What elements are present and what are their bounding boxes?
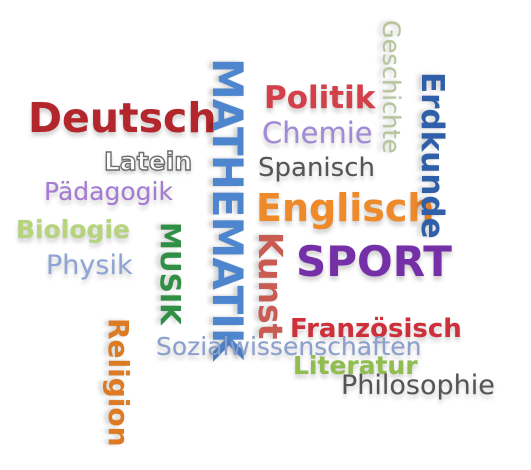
word-biologie: Biologie bbox=[16, 215, 130, 244]
word-religion: Religion bbox=[102, 318, 135, 447]
word-chemie: Chemie bbox=[262, 116, 373, 150]
word-literatur: Literatur bbox=[293, 351, 418, 380]
word-sozialwissenschaften: Sozialwissenschaften bbox=[156, 332, 422, 361]
word-latein: Latein bbox=[103, 147, 193, 176]
word-physik: Physik bbox=[46, 250, 133, 281]
word-philosophie: Philosophie bbox=[341, 370, 495, 401]
word-erdkunde: Erdkunde bbox=[414, 72, 450, 239]
word-politik: Politik bbox=[264, 80, 376, 116]
word-kunst: Kunst bbox=[251, 232, 290, 340]
word-musik: MUSIK bbox=[154, 222, 187, 325]
word-englisch: Englisch bbox=[256, 186, 435, 230]
word-spanisch: Spanisch bbox=[258, 153, 375, 183]
word-franzoesisch: Französisch bbox=[290, 314, 462, 344]
word-paedagogik: Pädagogik bbox=[44, 177, 173, 206]
word-mathematik: MATHEMATIK bbox=[203, 58, 252, 360]
word-geschichte: Geschichte bbox=[377, 20, 405, 154]
word-deutsch: Deutsch bbox=[28, 94, 217, 142]
word-sport: SPORT bbox=[296, 237, 452, 286]
